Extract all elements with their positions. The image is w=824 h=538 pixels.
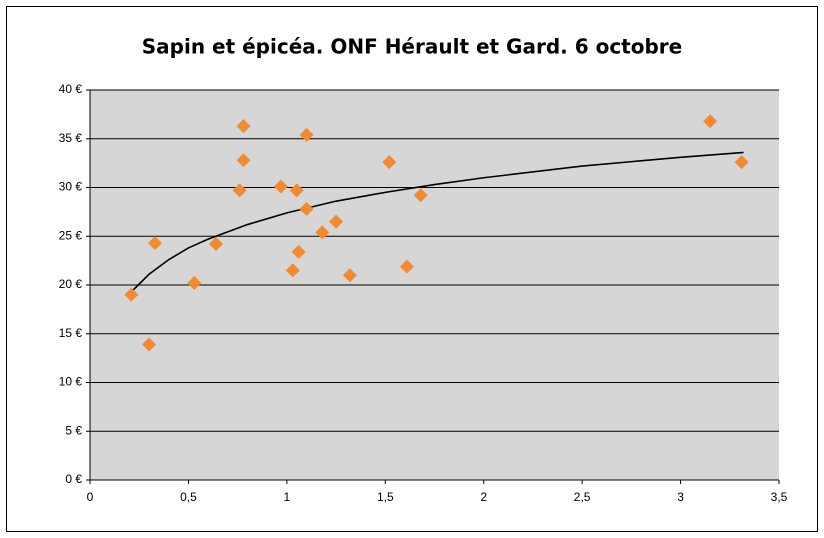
point [147, 236, 162, 251]
point [399, 259, 414, 274]
y-tick-label: 0 € [65, 472, 82, 486]
point [315, 225, 330, 240]
y-tick-label: 35 € [59, 131, 83, 145]
x-tick-label: 3 [677, 490, 684, 504]
point [291, 244, 306, 259]
point [382, 155, 397, 170]
x-tick-label: 2,5 [574, 490, 591, 504]
point [342, 268, 357, 283]
y-tick-label: 15 € [59, 326, 83, 340]
point [236, 153, 251, 168]
x-tick-label: 3,5 [771, 490, 788, 504]
point [232, 183, 247, 198]
point [299, 127, 314, 142]
point [236, 119, 251, 134]
y-tick-label: 10 € [59, 375, 83, 389]
y-tick-label: 30 € [59, 180, 83, 194]
y-tick-label: 40 € [59, 82, 83, 96]
chart-title: Sapin et épicéa. ONF Hérault et Gard. 6 … [142, 35, 682, 59]
point [413, 188, 428, 203]
x-tick-label: 0,5 [180, 490, 197, 504]
point [299, 201, 314, 216]
x-tick-label: 0 [87, 490, 94, 504]
point [329, 214, 344, 229]
point [124, 287, 139, 302]
x-tick-label: 1,5 [377, 490, 394, 504]
point [273, 179, 288, 194]
point [703, 114, 718, 129]
y-tick-label: 5 € [65, 423, 82, 437]
point [734, 155, 749, 170]
x-tick-label: 2 [480, 490, 487, 504]
point [289, 183, 304, 198]
y-tick-label: 20 € [59, 277, 83, 291]
point [187, 276, 202, 291]
point [285, 263, 300, 278]
x-tick-label: 1 [284, 490, 291, 504]
point [208, 237, 223, 252]
y-tick-label: 25 € [59, 228, 83, 242]
point [142, 337, 157, 352]
